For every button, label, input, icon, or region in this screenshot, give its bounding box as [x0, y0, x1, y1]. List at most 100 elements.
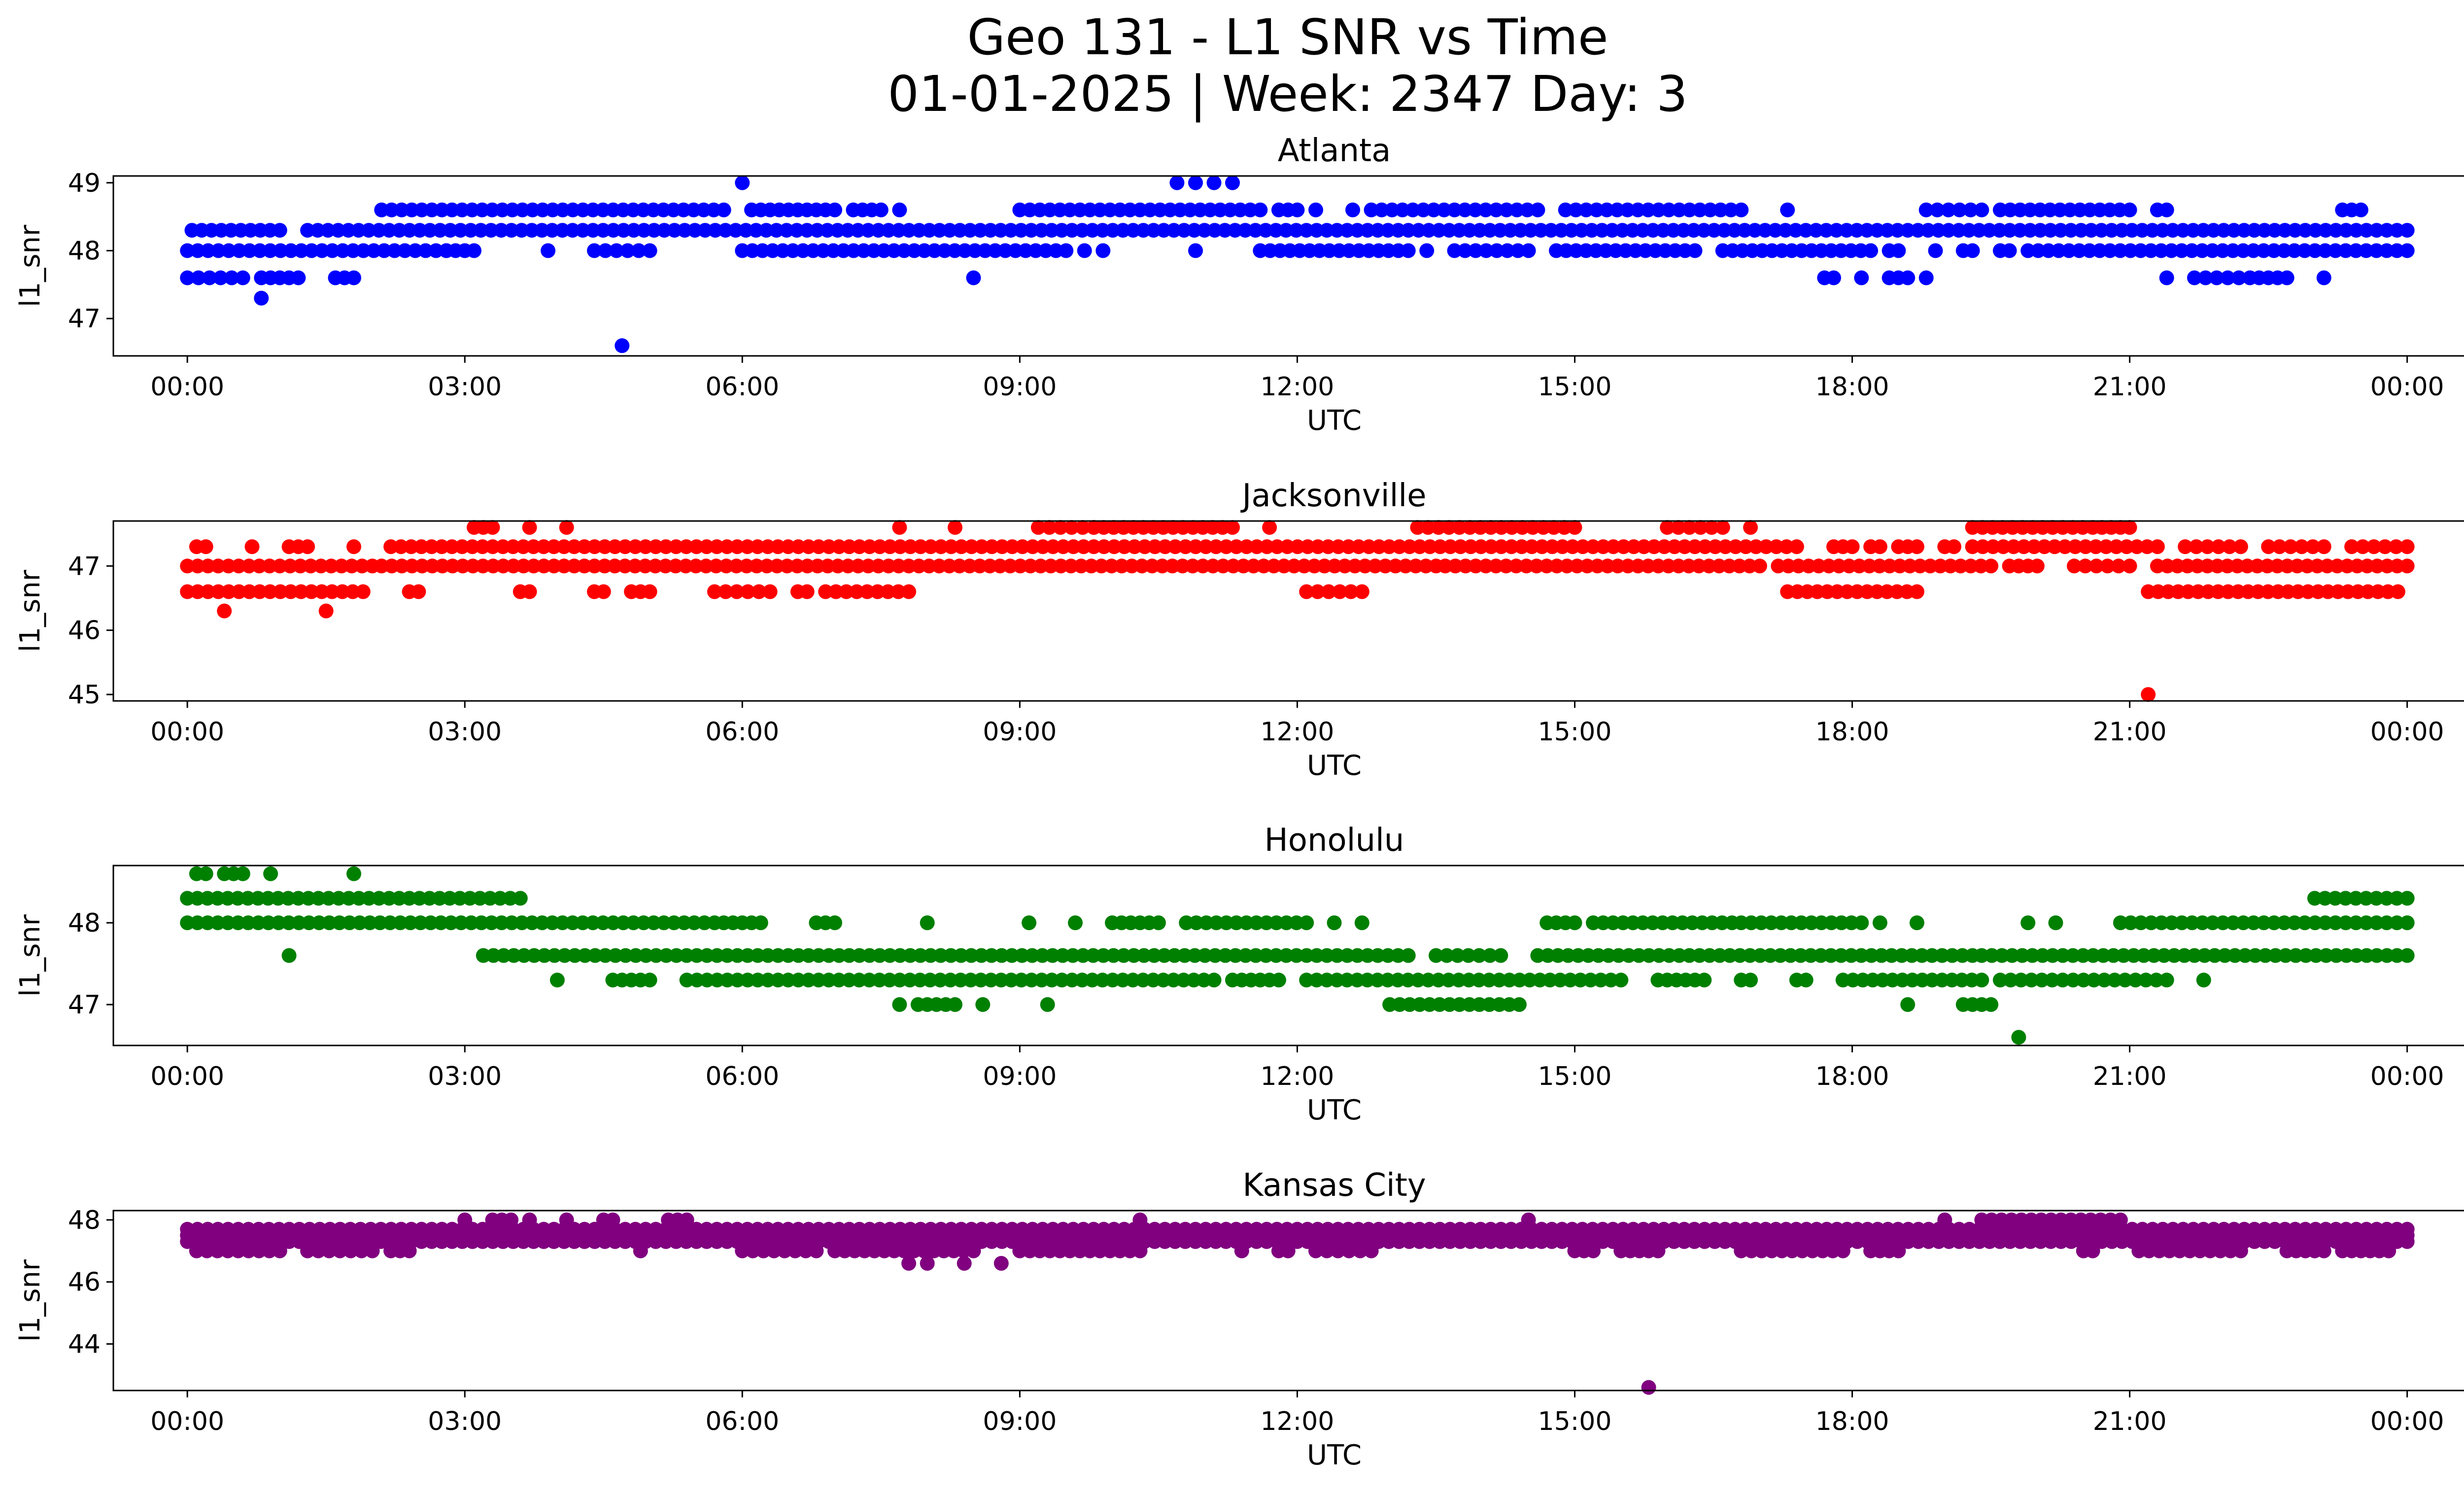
data-point	[993, 223, 1008, 238]
data-point	[2165, 1221, 2181, 1237]
data-point	[190, 243, 205, 258]
data-point	[374, 558, 389, 574]
data-point	[1472, 223, 1487, 238]
data-point	[472, 891, 487, 906]
data-point	[616, 223, 631, 238]
data-point	[1921, 1221, 1936, 1237]
data-point	[1783, 948, 1798, 963]
data-point	[1961, 223, 1977, 238]
data-point	[524, 223, 540, 238]
data-point	[392, 891, 407, 906]
data-point	[1022, 915, 1037, 931]
data-point	[1388, 558, 1403, 574]
data-point	[1473, 539, 1489, 555]
data-point	[2399, 223, 2415, 238]
data-point	[781, 948, 796, 963]
data-point	[709, 558, 724, 574]
data-point	[1361, 1221, 1376, 1237]
x-tick-label: 00:00	[2370, 372, 2444, 402]
data-point	[549, 973, 565, 988]
data-point	[1902, 558, 1917, 574]
data-point	[1368, 558, 1383, 574]
data-point	[2109, 539, 2124, 555]
data-point	[1299, 584, 1314, 599]
data-point	[1234, 1243, 1249, 1258]
data-point	[942, 223, 958, 238]
data-point	[2389, 915, 2404, 931]
data-point	[1550, 948, 1566, 963]
data-point	[1156, 973, 1171, 988]
data-point	[2390, 948, 2405, 963]
data-point	[2131, 1243, 2147, 1258]
data-point	[750, 973, 765, 988]
data-point	[942, 558, 957, 574]
data-point	[1353, 1243, 1368, 1258]
data-point	[1851, 558, 1867, 574]
data-point	[200, 558, 215, 574]
data-point	[559, 520, 574, 535]
data-point	[200, 891, 215, 906]
data-point	[1360, 973, 1375, 988]
x-tick-label: 21:00	[2093, 1407, 2167, 1436]
data-point	[1384, 202, 1400, 217]
data-point	[2196, 973, 2211, 988]
data-point	[953, 973, 968, 988]
data-point	[414, 558, 430, 574]
data-point	[405, 558, 419, 574]
data-point	[1555, 539, 1570, 555]
data-point	[1327, 558, 1342, 574]
data-point	[565, 223, 580, 238]
data-point	[2237, 948, 2253, 963]
data-point	[957, 243, 972, 258]
figure-title-line2: 01-01-2025 | Week: 2347 Day: 3	[888, 65, 1687, 123]
data-point	[2192, 1243, 2208, 1258]
data-point	[944, 539, 959, 555]
data-point	[1503, 223, 1518, 238]
data-point	[770, 1221, 786, 1237]
data-point	[1791, 558, 1806, 574]
data-point	[1028, 243, 1043, 258]
data-point	[2226, 223, 2242, 238]
data-point	[1655, 223, 1671, 238]
data-point	[1872, 539, 1887, 555]
data-point	[2328, 915, 2343, 931]
data-point	[831, 948, 847, 963]
data-point	[1839, 223, 1854, 238]
data-point	[1585, 1221, 1600, 1237]
data-point	[1319, 948, 1335, 963]
data-point	[2155, 223, 2170, 238]
data-point	[1565, 1221, 1580, 1237]
data-point	[433, 915, 448, 931]
data-point	[2195, 915, 2210, 931]
data-point	[2266, 243, 2282, 258]
data-point	[1693, 520, 1708, 535]
data-point	[587, 243, 602, 258]
data-point	[873, 202, 889, 217]
data-point	[217, 603, 232, 619]
data-point	[261, 915, 276, 931]
data-point	[2003, 973, 2018, 988]
data-point	[628, 1221, 643, 1237]
data-point	[1504, 520, 1519, 535]
data-point	[866, 243, 882, 258]
data-point	[882, 1221, 897, 1237]
data-point	[1781, 558, 1796, 574]
data-point	[1095, 973, 1110, 988]
data-point	[1196, 973, 1211, 988]
data-point	[2124, 223, 2140, 238]
data-point	[1631, 948, 1646, 963]
data-point	[2033, 223, 2048, 238]
data-point	[2020, 915, 2036, 931]
data-point	[1125, 973, 1140, 988]
data-point	[2316, 1243, 2331, 1258]
data-point	[770, 948, 786, 963]
data-point	[1167, 948, 1182, 963]
data-point	[1900, 223, 1916, 238]
data-point	[998, 243, 1013, 258]
data-point	[537, 948, 552, 963]
data-point	[1920, 223, 1936, 238]
data-point	[1918, 270, 1934, 285]
data-point	[1132, 1243, 1148, 1258]
data-point	[627, 558, 643, 574]
